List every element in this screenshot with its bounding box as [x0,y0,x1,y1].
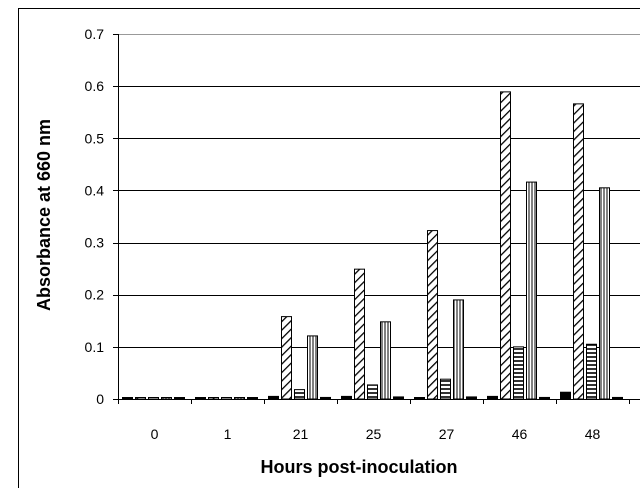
bar [269,396,279,399]
bar [368,385,378,399]
bars [123,92,623,399]
y-tick-label: 0.4 [85,182,105,198]
y-tick-label: 0 [96,391,104,407]
bar [308,336,318,399]
bar [248,398,258,400]
bar [136,398,146,400]
bar [454,300,464,399]
gridlines [118,35,640,348]
bar [527,182,537,399]
axes [113,34,640,404]
y-tick-label: 0.7 [85,26,105,42]
y-tick-label: 0.5 [85,130,105,146]
bar [428,231,438,399]
bar [235,398,245,400]
x-axis-title: Hours post-inoculation [261,457,458,477]
x-tick-label: 25 [366,426,382,442]
bar [441,379,451,399]
bar [342,396,352,399]
x-tick-label: 0 [151,426,159,442]
bar [209,398,219,400]
bar [149,398,159,400]
bar [600,188,610,399]
y-tick-label: 0.6 [85,78,105,94]
bar [222,398,232,400]
x-tick-label: 48 [585,426,601,442]
bar [561,392,571,399]
bar [574,104,584,399]
bar [613,397,623,399]
bar [501,92,511,399]
bar [295,390,305,399]
x-tick-label: 46 [512,426,528,442]
bar [514,347,524,399]
bar [540,397,550,399]
plot-border [19,9,640,489]
bar [381,322,391,399]
bar [282,317,292,399]
x-tick-label: 21 [293,426,309,442]
bar [467,397,477,399]
bar [415,398,425,400]
y-tick-label: 0.2 [85,287,105,303]
bar [196,398,206,400]
y-axis-title: Absorbance at 660 nm [34,119,54,311]
bar [587,344,597,399]
bar [123,398,133,400]
bar [488,396,498,399]
bar [355,269,365,399]
bar [394,397,404,399]
y-tick-label: 0.3 [85,235,105,251]
bar [162,398,172,400]
y-tick-label: 0.1 [85,339,105,355]
x-tick-label: 27 [439,426,455,442]
bar [321,397,331,399]
bar [175,398,185,400]
x-tick-label: 1 [224,426,232,442]
